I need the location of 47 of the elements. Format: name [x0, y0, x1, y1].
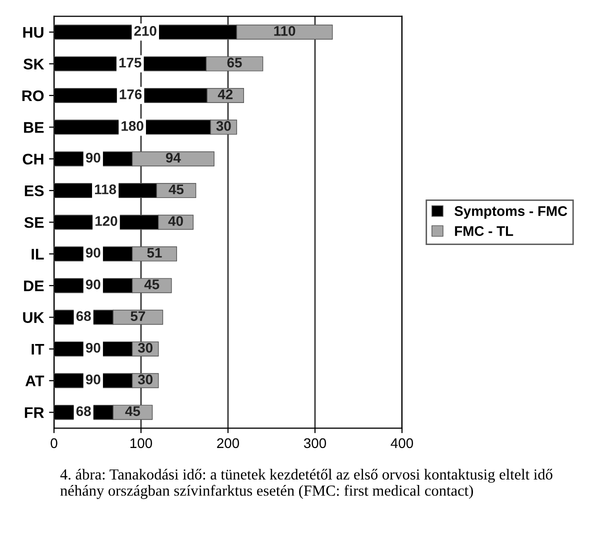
data-label: 45: [144, 280, 160, 290]
data-label: 57: [130, 311, 146, 322]
y-tick-label: RO: [22, 90, 44, 102]
legend-label: FMC - TL: [455, 226, 514, 236]
data-label: 90: [86, 374, 100, 384]
y-tick-label: SK: [23, 58, 44, 70]
data-label: 90: [86, 279, 100, 290]
y-tick-label: IL: [32, 248, 44, 260]
data-label: 118: [95, 184, 116, 194]
data-label: 65: [227, 58, 242, 68]
data-label: 68: [76, 311, 91, 322]
legend-label: Symptoms - FMC: [454, 206, 568, 219]
y-tick-label: IT: [32, 344, 44, 354]
data-label: 30: [138, 374, 153, 384]
x-tick-label: 0: [50, 438, 58, 448]
y-tick-label: HU: [23, 27, 44, 38]
data-label: 175: [119, 58, 142, 68]
data-label: 30: [138, 342, 153, 353]
x-tick-label: 100: [130, 438, 152, 448]
y-tick-label: FR: [24, 407, 44, 418]
data-label: 45: [125, 406, 140, 416]
x-tick-label: 300: [304, 438, 326, 448]
text: 4. ábra: Tanakodási idő: a tünetek kezdetétől az első orvosi kontaktusig eltelt idő néhány országban szívinfarktus esetén (FMC: first medical contact): [60, 468, 552, 499]
data-label: 30: [216, 121, 231, 131]
data-label: 45: [168, 184, 184, 194]
data-label: 94: [166, 152, 181, 163]
data-label: 90: [86, 342, 100, 353]
data-label: 90: [86, 248, 100, 258]
x-tick-label: 400: [390, 438, 414, 448]
x-tick-label: 200: [217, 438, 240, 448]
y-tick-label: DE: [24, 280, 44, 292]
data-label: 180: [122, 121, 144, 131]
data-label: 42: [218, 89, 233, 100]
data-label: 120: [95, 216, 118, 226]
y-tick-label: AT: [25, 376, 44, 386]
data-label: 40: [168, 216, 183, 226]
y-tick-label: BE: [24, 122, 44, 133]
y-tick-label: SE: [24, 217, 44, 228]
y-tick-label: UK: [23, 312, 44, 323]
data-label: 51: [147, 248, 162, 258]
data-label: 68: [76, 406, 91, 416]
y-tick-label: ES: [24, 185, 44, 196]
data-label: 90: [86, 152, 100, 163]
y-tick-label: CH: [22, 154, 44, 165]
data-label: 110: [274, 26, 296, 36]
data-label: 210: [134, 26, 156, 36]
data-label: 176: [120, 89, 142, 100]
